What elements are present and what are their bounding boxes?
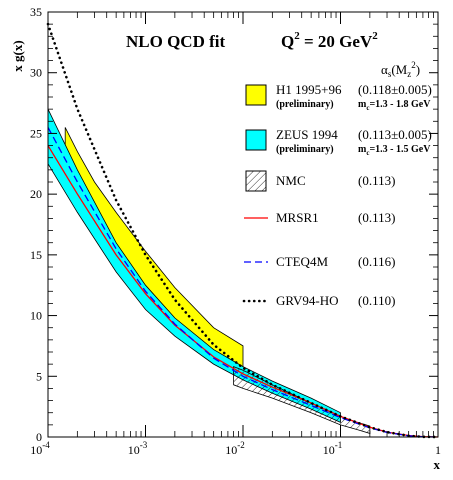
band-h1-1995-96 (64, 127, 244, 375)
x-axis-label: x (434, 457, 441, 472)
legend-value-mrsr1: (0.113) (358, 210, 395, 225)
band-nmc (233, 366, 371, 434)
y-axis-label: x g(x) (10, 40, 25, 71)
chart-title-left: NLO QCD fit (126, 32, 226, 51)
legend-label-mrsr1: MRSR1 (276, 210, 319, 225)
legend-mc-zeus-1994: mc=1.3 - 1.5 GeV (358, 144, 431, 157)
line-mrsr1 (47, 145, 439, 438)
legend-label-grv94-ho: GRV94-HO (276, 293, 339, 308)
legend-mc-h1-1995-96: mc=1.3 - 1.8 GeV (358, 99, 431, 112)
legend-label-zeus-1994: ZEUS 1994 (276, 127, 338, 142)
y-tick-label: 20 (30, 187, 42, 201)
legend-header: αs(Mz2) (381, 60, 420, 79)
y-tick-label: 35 (30, 5, 42, 19)
legend-label-cteq4m: CTEQ4M (276, 254, 328, 269)
legend-swatch-zeus-1994 (245, 129, 267, 151)
y-tick-label: 0 (36, 430, 42, 444)
y-tick-label: 10 (30, 309, 42, 323)
x-tick-label: 10-2 (225, 440, 245, 457)
legend-note-h1-1995-96: (preliminary) (276, 99, 334, 110)
legend-value-h1-1995-96: (0.118±0.005) (358, 82, 432, 97)
x-tick-label: 10-3 (128, 440, 148, 457)
legend-value-grv94-ho: (0.110) (358, 293, 395, 308)
x-tick-label: 10-4 (30, 440, 50, 457)
y-tick-label: 5 (36, 369, 42, 383)
y-tick-label: 25 (30, 126, 42, 140)
x-tick-label: 10-1 (323, 440, 343, 457)
legend-label-h1-1995-96: H1 1995+96 (276, 82, 342, 97)
y-tick-label: 15 (30, 248, 42, 262)
line-grv94-ho (46, 22, 440, 439)
legend-label-nmc: NMC (276, 173, 306, 188)
chart-title-right: Q2 = 20 GeV2 (281, 30, 378, 51)
legend-swatch-nmc (245, 170, 267, 192)
legend-note-zeus-1994: (preliminary) (276, 144, 334, 155)
line-cteq4m (47, 127, 439, 438)
legend-value-zeus-1994: (0.113±0.005) (358, 127, 432, 142)
y-tick-label: 30 (30, 66, 42, 80)
legend-value-cteq4m: (0.116) (358, 254, 395, 269)
legend-swatch-h1-1995-96 (245, 84, 267, 106)
legend-value-nmc: (0.113) (358, 173, 395, 188)
x-tick-label: 1 (435, 443, 441, 457)
